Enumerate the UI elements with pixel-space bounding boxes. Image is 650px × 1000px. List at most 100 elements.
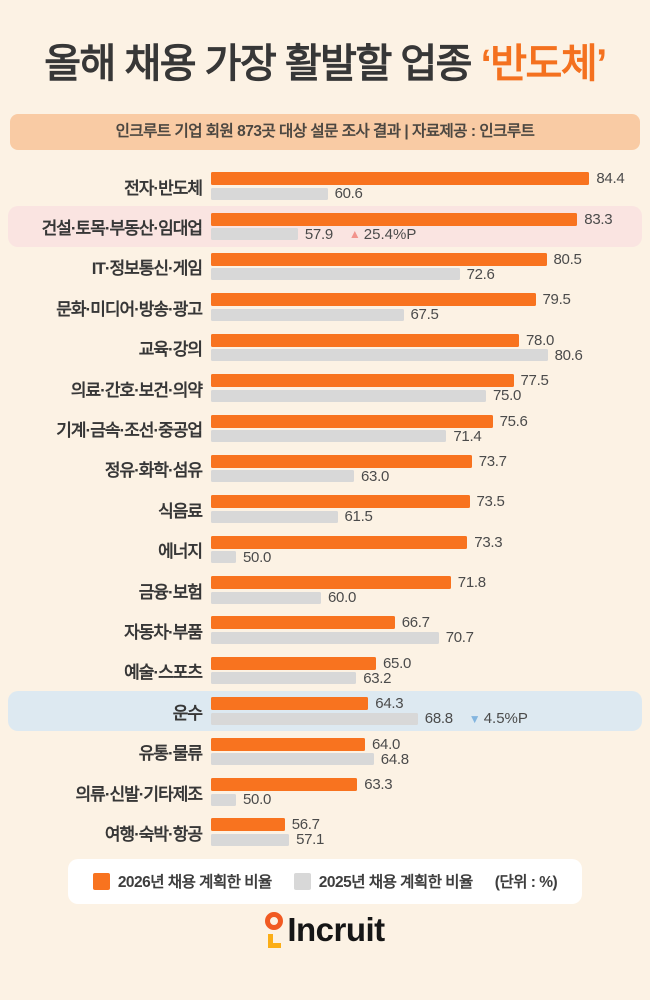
value-label: 71.8 xyxy=(457,574,486,592)
chart-row: 에너지 73.3 50.0 xyxy=(8,530,642,570)
bar-2026 xyxy=(211,374,514,388)
value-label: 83.3 xyxy=(584,210,613,228)
category-label: 정유·화학·섬유 xyxy=(104,461,203,481)
category-label: 의료·간호·보건·의약 xyxy=(70,380,203,400)
value-label: 64.0 xyxy=(372,735,400,753)
chart-row: 식음료 73.5 61.5 xyxy=(8,489,642,529)
category-label: IT·정보통신·게임 xyxy=(91,259,203,279)
chart-row: 금융·보험 71.8 60.0 xyxy=(8,570,642,610)
bar-2025 xyxy=(211,793,236,806)
value-label: 73.7 xyxy=(478,452,507,470)
bar-2026 xyxy=(211,333,519,347)
category-label: 자동차·부품 xyxy=(124,622,203,642)
incruit-logo-text: Incruit xyxy=(287,910,385,948)
bar-2026 xyxy=(211,414,493,428)
value-label: 63.2 xyxy=(363,669,392,687)
value-label: 72.6 xyxy=(466,265,495,283)
bar-2025 xyxy=(211,833,290,846)
value-label: 57.1 xyxy=(296,831,325,849)
category-label: 의류·신발·기타제조 xyxy=(75,784,203,804)
chart-row: 기계·금속·조선·중공업 75.6 71.4 xyxy=(8,408,642,448)
category-label: 여행·숙박·항공 xyxy=(104,824,203,844)
chart-row: 운수 64.3 68.8 ▼ 4.5%P xyxy=(8,691,642,732)
value-label: 67.5 xyxy=(410,306,439,324)
bar-2025 xyxy=(211,753,374,766)
bar-2026 xyxy=(211,293,536,307)
category-label: 문화·미디어·방송·광고 xyxy=(56,299,203,319)
change-annotation: ▼ 4.5%P xyxy=(468,710,528,728)
legend-label-2026: 2026년 채용 계획한 비율 xyxy=(117,874,272,892)
value-label: 68.8 xyxy=(424,710,453,728)
chart-row: 문화·미디어·방송·광고 79.5 67.5 xyxy=(8,287,642,327)
category-label: 유통·물류 xyxy=(138,744,203,764)
value-label: 75.6 xyxy=(499,412,528,430)
value-label: 64.3 xyxy=(375,695,404,713)
value-label: 84.4 xyxy=(596,170,625,188)
value-label: 60.0 xyxy=(328,589,356,607)
chart-row: 정유·화학·섬유 73.7 63.0 xyxy=(8,449,642,489)
legend: 2026년 채용 계획한 비율 2025년 채용 계획한 비율 (단위 : %) xyxy=(68,858,582,904)
chart-row: 여행·숙박·항공 56.7 57.1 xyxy=(8,812,642,852)
bar-2025 xyxy=(211,591,321,604)
bar-2026 xyxy=(211,535,468,549)
value-label: 61.5 xyxy=(344,508,373,526)
bar-2026 xyxy=(211,172,590,186)
chart-row: 전자·반도체 84.4 60.6 xyxy=(8,166,642,206)
bar-2025 xyxy=(211,510,338,523)
chart-row: 의류·신발·기타제조 63.3 50.0 xyxy=(8,772,642,812)
bar-2025 xyxy=(211,470,354,483)
bar-2025 xyxy=(211,228,298,241)
change-annotation: ▲ 25.4%P xyxy=(348,225,417,243)
chart-row: 자동차·부품 66.7 70.7 xyxy=(8,610,642,650)
value-label: 80.6 xyxy=(554,346,583,364)
category-label: 건설·토목·부동산·임대업 xyxy=(41,219,203,239)
value-label: 75.0 xyxy=(493,387,521,405)
category-label: 금융·보험 xyxy=(138,582,203,602)
value-label: 73.3 xyxy=(474,533,503,551)
logo-ring-icon xyxy=(265,911,284,930)
bar-2025 xyxy=(211,308,404,321)
category-label: 예술·스포츠 xyxy=(124,663,203,683)
legend-swatch-2026 xyxy=(92,872,110,890)
value-label: 77.5 xyxy=(520,372,549,390)
value-label: 56.7 xyxy=(291,816,320,834)
category-label: 전자·반도체 xyxy=(124,178,203,198)
bar-2026 xyxy=(211,737,365,751)
incruit-logo-icon xyxy=(265,911,288,958)
value-label: 71.4 xyxy=(453,427,482,445)
title-text: 올해 채용 가장 활발할 업종 xyxy=(44,42,481,86)
chart-row: IT·정보통신·게임 80.5 72.6 xyxy=(8,247,642,287)
value-label: 80.5 xyxy=(553,250,582,268)
value-label: 63.0 xyxy=(361,467,389,485)
subtitle-banner: 인크루트 기업 회원 873곳 대상 설문 조사 결과 | 자료제공 : 인크루… xyxy=(10,114,640,150)
bar-2025 xyxy=(211,268,460,281)
bar-2026 xyxy=(211,252,547,266)
footer: Incruit xyxy=(0,911,650,958)
bar-2025 xyxy=(211,631,439,644)
triangle-up-icon: ▲ xyxy=(348,227,361,242)
category-label: 식음료 xyxy=(158,501,203,521)
bar-2025 xyxy=(211,712,418,725)
bar-2025 xyxy=(211,389,486,402)
category-label: 운수 xyxy=(172,703,203,723)
value-label: 66.7 xyxy=(401,614,430,632)
value-label: 50.0 xyxy=(243,791,271,809)
chart-row: 유통·물류 64.0 64.8 xyxy=(8,731,642,771)
value-label: 50.0 xyxy=(243,548,271,566)
category-label: 에너지 xyxy=(158,542,203,562)
value-label: 78.0 xyxy=(526,331,554,349)
category-label: 교육·강의 xyxy=(138,340,203,360)
infographic-page: 올해 채용 가장 활발할 업종 ‘반도체’ 인크루트 기업 회원 873곳 대상… xyxy=(0,38,650,1000)
bar-2026 xyxy=(211,778,358,792)
bar-chart: 전자·반도체 84.4 60.6 건설·토목·부동산·임대업 83.3 57.9 ▲ 25.4… xyxy=(8,166,642,853)
bar-2026 xyxy=(211,454,472,468)
bar-2026 xyxy=(211,616,395,630)
logo-l-shape-icon xyxy=(268,933,282,948)
chart-row: 의료·간호·보건·의약 77.5 75.0 xyxy=(8,368,642,408)
value-label: 65.0 xyxy=(383,654,411,672)
chart-row: 교육·강의 78.0 80.6 xyxy=(8,328,642,368)
bar-2026 xyxy=(211,656,376,670)
triangle-down-icon: ▼ xyxy=(468,711,481,726)
legend-swatch-2025 xyxy=(293,872,311,890)
value-label: 70.7 xyxy=(445,629,474,647)
